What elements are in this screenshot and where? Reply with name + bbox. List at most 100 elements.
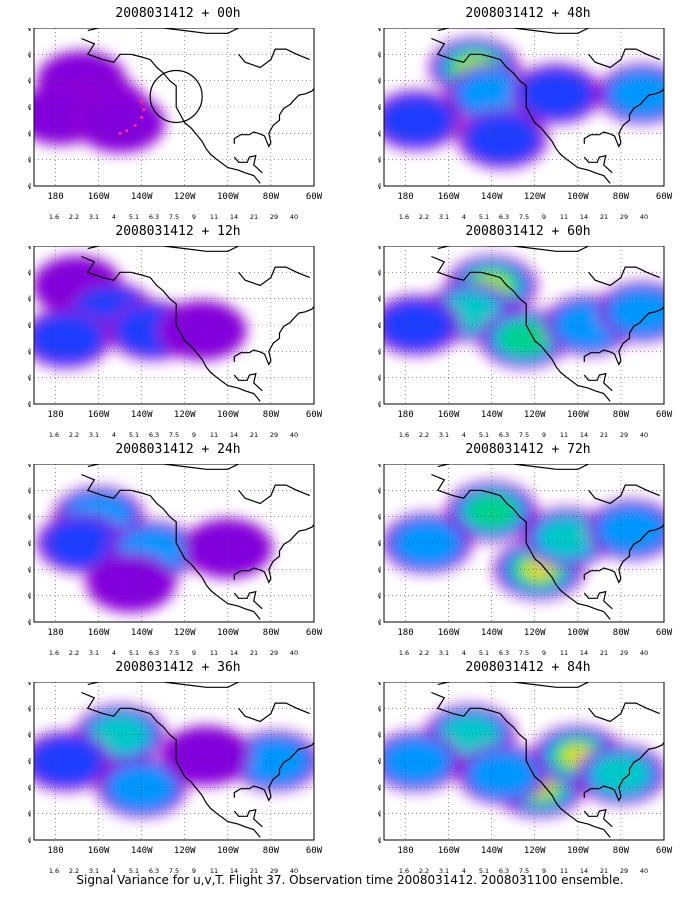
y-tick-label: 50N: [28, 731, 31, 740]
coastline: [583, 306, 664, 366]
flight-track-point: [133, 123, 137, 128]
colorbar-label: 9: [192, 867, 196, 875]
y-tick-label: 10N: [28, 618, 31, 627]
map-36h: 70N 60N 50N 40N 30N 20N 10N 180 160W 140W 120W 100W…: [28, 682, 323, 875]
colorbar-label: 1.6: [399, 431, 409, 439]
x-tick-label: 140W: [481, 628, 503, 638]
y-tick-label: 30N: [28, 129, 31, 138]
x-tick-label: 80W: [613, 192, 630, 202]
x-tick-label: 140W: [131, 628, 153, 638]
colorbar-label: 1.6: [49, 867, 59, 875]
colorbar-label: 3.1: [439, 213, 449, 221]
plot-frame: [383, 464, 665, 623]
colorbar-label: 14: [230, 431, 238, 439]
y-tick-label: 30N: [28, 565, 31, 574]
panel-36h: 2008031412 + 36h 70N 60N 50N 40N 30N 20N 10N 18…: [28, 660, 328, 875]
plot-frame: [33, 28, 315, 187]
colorbar-label: 29: [620, 431, 628, 439]
x-tick-label: 60W: [656, 846, 673, 856]
x-tick-label: 180: [397, 846, 413, 856]
panel-title: 2008031412 + 60h: [465, 224, 591, 239]
x-tick-label: 160W: [438, 628, 460, 638]
x-tick-label: 160W: [438, 846, 460, 856]
panel-12h: 2008031412 + 12h 70N 60N 50N 40N 30N 20N 10N 18…: [28, 224, 328, 439]
x-tick-label: 140W: [481, 846, 503, 856]
colorbar-label: 14: [580, 867, 588, 875]
y-tick-label: 50N: [378, 295, 381, 304]
colorbar-label: 29: [270, 867, 278, 875]
x-tick-label: 60W: [656, 410, 673, 420]
y-tick-label: 30N: [378, 129, 381, 138]
colorbar-label: 2.2: [419, 213, 429, 221]
colorbar-label: 1.6: [49, 649, 59, 657]
colorbar-label: 6.3: [149, 213, 159, 221]
y-tick-label: 60N: [378, 50, 381, 59]
colorbar-label: 1.6: [49, 431, 59, 439]
y-tick-label: 70N: [378, 682, 381, 687]
y-tick-label: 40N: [28, 757, 31, 766]
map-00h: 70N 60N 50N 40N 30N 20N 10N 180 160W 140W 120W 100W…: [28, 28, 323, 221]
plot-frame: [383, 28, 665, 187]
variance-blob: [384, 300, 454, 350]
y-tick-label: 40N: [378, 103, 381, 112]
y-tick-label: 30N: [28, 783, 31, 792]
colorbar-label: 7.5: [519, 431, 529, 439]
colorbar-label: 4: [462, 867, 466, 875]
y-tick-label: 50N: [28, 513, 31, 522]
y-tick-label: 50N: [378, 513, 381, 522]
colorbar-label: 4: [112, 431, 116, 439]
variance-blob: [89, 555, 172, 610]
x-tick-label: 160W: [88, 628, 110, 638]
colorbar-label: 1.6: [49, 213, 59, 221]
panel-84h: 2008031412 + 84h 70N 60N 50N 40N 30N 20N 10N 18…: [378, 660, 678, 875]
y-tick-label: 60N: [378, 486, 381, 495]
x-tick-label: 120W: [174, 410, 196, 420]
colorbar-label: 40: [290, 213, 298, 221]
x-tick-label: 100W: [217, 628, 239, 638]
y-tick-label: 70N: [28, 28, 31, 33]
colorbar-label: 11: [560, 867, 568, 875]
colorbar-label: 21: [250, 431, 258, 439]
coastline: [87, 246, 239, 252]
x-tick-label: 140W: [481, 192, 503, 202]
y-tick-label: 10N: [28, 836, 31, 845]
coastline: [588, 702, 660, 723]
colorbar-label: 29: [620, 649, 628, 657]
y-tick-label: 20N: [378, 374, 381, 383]
flight-track-point: [142, 108, 146, 112]
colorbar-label: 6.3: [149, 867, 159, 875]
variance-blob: [525, 560, 553, 579]
y-tick-label: 40N: [28, 321, 31, 330]
colorbar-label: 11: [210, 649, 218, 657]
colorbar-label: 40: [640, 431, 648, 439]
colorbar-label: 4: [462, 213, 466, 221]
colorbar-label: 6.3: [499, 649, 509, 657]
colorbar-label: 21: [250, 213, 258, 221]
coastline: [437, 464, 589, 470]
variance-blob: [160, 302, 244, 358]
y-tick-label: 30N: [378, 783, 381, 792]
x-tick-label: 100W: [567, 628, 589, 638]
x-tick-label: 80W: [613, 410, 630, 420]
panel-title: 2008031412 + 00h: [115, 6, 241, 21]
y-tick-label: 20N: [28, 156, 31, 165]
variance-blob: [241, 738, 309, 784]
colorbar-label: 9: [542, 431, 546, 439]
coastline: [81, 37, 261, 184]
colorbar-label: 2.2: [419, 649, 429, 657]
colorbar-label: 6.3: [499, 213, 509, 221]
variance-blob: [79, 95, 162, 151]
x-tick-label: 80W: [613, 846, 630, 856]
colorbar-label: 7.5: [169, 649, 179, 657]
colorbar-label: 7.5: [519, 213, 529, 221]
x-tick-label: 140W: [481, 410, 503, 420]
y-tick-label: 60N: [378, 704, 381, 713]
colorbar-label: 14: [230, 213, 238, 221]
flight-track-point: [140, 100, 144, 104]
variance-blob: [466, 494, 518, 529]
y-tick-label: 40N: [28, 103, 31, 112]
colorbar-label: 7.5: [169, 431, 179, 439]
x-tick-label: 60W: [306, 192, 323, 202]
coastline: [233, 88, 314, 148]
y-tick-label: 10N: [28, 400, 31, 409]
